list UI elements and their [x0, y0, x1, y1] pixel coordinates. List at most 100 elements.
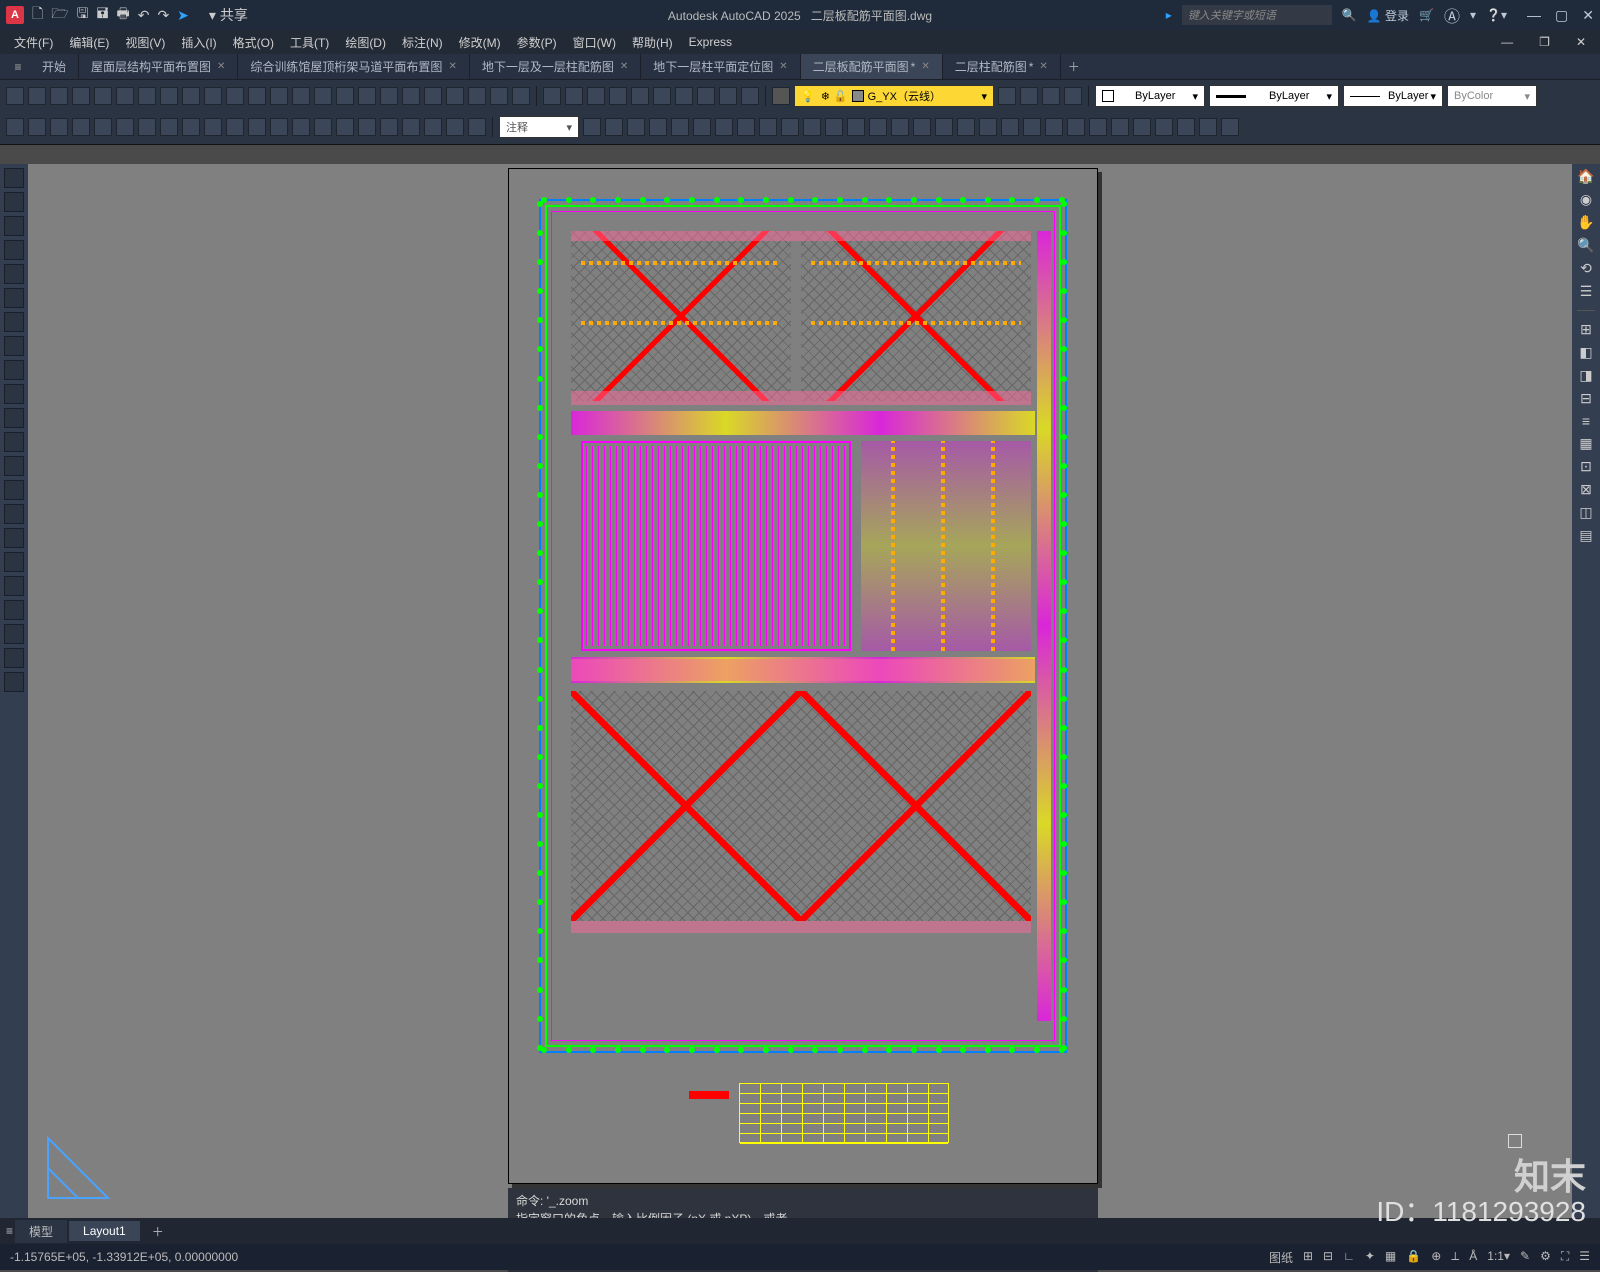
- toolbar-icon[interactable]: [587, 87, 605, 105]
- toolbar-icon[interactable]: [1089, 118, 1107, 136]
- toolbar-icon[interactable]: [226, 118, 244, 136]
- toolbar-icon[interactable]: [825, 118, 843, 136]
- login-button[interactable]: 👤 登录: [1367, 7, 1409, 24]
- share-button[interactable]: ▾ 共享: [209, 5, 248, 25]
- app-icon-2[interactable]: Ⓐ: [1444, 3, 1460, 27]
- toolbar-icon[interactable]: [693, 118, 711, 136]
- navbar-icon[interactable]: ▦: [1579, 435, 1592, 452]
- toolbar-icon[interactable]: [649, 118, 667, 136]
- toolbar-icon[interactable]: [94, 87, 112, 105]
- menu-window[interactable]: 窗口(W): [567, 34, 622, 51]
- toolbar-icon[interactable]: [719, 87, 737, 105]
- toolbar-icon[interactable]: [1001, 118, 1019, 136]
- navbar-icon[interactable]: ◨: [1579, 367, 1592, 384]
- menu-draw[interactable]: 绘图(D): [339, 34, 392, 51]
- status-paper-button[interactable]: 图纸: [1269, 1249, 1293, 1266]
- doc-close-icon[interactable]: ✕: [1570, 35, 1592, 49]
- status-icon[interactable]: ✦: [1365, 1249, 1375, 1266]
- toolbar-icon[interactable]: [138, 118, 156, 136]
- annotation-style-dropdown[interactable]: 注释▾: [499, 116, 579, 138]
- toolbar-icon[interactable]: [759, 118, 777, 136]
- toolbar-icon[interactable]: [741, 87, 759, 105]
- toolbar-icon[interactable]: [1045, 118, 1063, 136]
- toolbar-icon[interactable]: [292, 87, 310, 105]
- toolbar-icon[interactable]: [891, 118, 909, 136]
- toolbar-icon[interactable]: [512, 87, 530, 105]
- status-icon[interactable]: ✎: [1520, 1249, 1530, 1266]
- plot-icon[interactable]: 🖶: [116, 3, 129, 27]
- file-tab[interactable]: 二层柱配筋图*✕: [943, 54, 1061, 79]
- draw-tool-icon[interactable]: [4, 288, 24, 308]
- toolbar-icon[interactable]: [380, 118, 398, 136]
- navbar-orbit-icon[interactable]: ⟲: [1580, 260, 1592, 277]
- draw-tool-icon[interactable]: [4, 672, 24, 692]
- toolbar-icon[interactable]: [627, 118, 645, 136]
- file-tab[interactable]: 屋面层结构平面布置图✕: [79, 54, 238, 79]
- toolbar-icon[interactable]: [446, 87, 464, 105]
- close-icon[interactable]: ✕: [1582, 7, 1594, 24]
- navbar-wheel-icon[interactable]: ◉: [1580, 191, 1592, 208]
- draw-tool-icon[interactable]: [4, 648, 24, 668]
- navbar-icon[interactable]: ≡: [1582, 413, 1590, 429]
- navbar-icon[interactable]: ▤: [1579, 527, 1592, 544]
- toolbar-icon[interactable]: [671, 118, 689, 136]
- plotstyle-dropdown[interactable]: ByColor▾: [1447, 85, 1537, 107]
- toolbar-icon[interactable]: [336, 87, 354, 105]
- toolbar-icon[interactable]: [781, 118, 799, 136]
- toolbar-icon[interactable]: [380, 87, 398, 105]
- toolbar-icon[interactable]: [737, 118, 755, 136]
- menu-edit[interactable]: 编辑(E): [63, 34, 115, 51]
- search-icon[interactable]: 🔍: [1342, 8, 1357, 22]
- toolbar-icon[interactable]: [138, 87, 156, 105]
- status-icon[interactable]: 🔒: [1406, 1249, 1421, 1266]
- status-icon[interactable]: ⊟: [1323, 1249, 1333, 1266]
- drawing-canvas[interactable]: for(let i=0;i<22;i++)document.write('<sp…: [28, 164, 1572, 1218]
- navbar-icon[interactable]: ⊞: [1580, 321, 1592, 338]
- toolbar-icon[interactable]: [358, 118, 376, 136]
- draw-tool-icon[interactable]: [4, 552, 24, 572]
- draw-tool-icon[interactable]: [4, 432, 24, 452]
- draw-tool-icon[interactable]: [4, 192, 24, 212]
- toolbar-icon[interactable]: [1064, 87, 1082, 105]
- toolbar-icon[interactable]: [468, 118, 486, 136]
- layout-menu-icon[interactable]: ≡: [6, 1224, 13, 1238]
- toolbar-icon[interactable]: [424, 87, 442, 105]
- toolbar-icon[interactable]: [402, 87, 420, 105]
- draw-tool-icon[interactable]: [4, 456, 24, 476]
- menu-help[interactable]: 帮助(H): [626, 34, 679, 51]
- toolbar-icon[interactable]: [402, 118, 420, 136]
- toolbar-icon[interactable]: [1199, 118, 1217, 136]
- draw-tool-icon[interactable]: [4, 360, 24, 380]
- toolbar-icon[interactable]: [653, 87, 671, 105]
- toolbar-icon[interactable]: [314, 118, 332, 136]
- toolbar-icon[interactable]: [543, 87, 561, 105]
- color-dropdown[interactable]: ByLayer▾: [1095, 85, 1205, 107]
- toolbar-icon[interactable]: [116, 87, 134, 105]
- layer-dropdown[interactable]: 💡❄🔓 G_YX（云线）▾: [794, 85, 994, 107]
- search-input[interactable]: 键入关键字或短语: [1182, 5, 1332, 25]
- toolbar-icon[interactable]: [847, 118, 865, 136]
- toolbar-icon[interactable]: [160, 118, 178, 136]
- toolbar-icon[interactable]: [913, 118, 931, 136]
- toolbar-icon[interactable]: [1221, 118, 1239, 136]
- undo-icon[interactable]: ↶: [138, 7, 150, 24]
- status-icon[interactable]: Å: [1469, 1249, 1477, 1266]
- new-tab-icon[interactable]: ＋: [1061, 54, 1087, 79]
- menu-modify[interactable]: 修改(M): [453, 34, 507, 51]
- status-icon[interactable]: ⊞: [1303, 1249, 1313, 1266]
- draw-tool-icon[interactable]: [4, 480, 24, 500]
- doc-minimize-icon[interactable]: —: [1495, 35, 1519, 49]
- navbar-pan-icon[interactable]: ✋: [1577, 214, 1594, 231]
- toolbar-icon[interactable]: [6, 118, 24, 136]
- status-icon[interactable]: ⛶: [1561, 1249, 1569, 1266]
- lineweight-dropdown[interactable]: ByLayer▾: [1343, 85, 1443, 107]
- save-icon[interactable]: 🖫: [77, 3, 89, 27]
- status-icon[interactable]: ⚙: [1540, 1249, 1551, 1266]
- toolbar-icon[interactable]: [490, 87, 508, 105]
- menu-dim[interactable]: 标注(N): [396, 34, 449, 51]
- toolbar-icon[interactable]: [468, 87, 486, 105]
- navbar-icon[interactable]: ⊟: [1580, 390, 1592, 407]
- status-icon[interactable]: 1:1▾: [1487, 1249, 1510, 1266]
- doc-restore-icon[interactable]: ❐: [1533, 35, 1556, 49]
- file-tab[interactable]: 综合训练馆屋顶桁架马道平面布置图✕: [238, 54, 469, 79]
